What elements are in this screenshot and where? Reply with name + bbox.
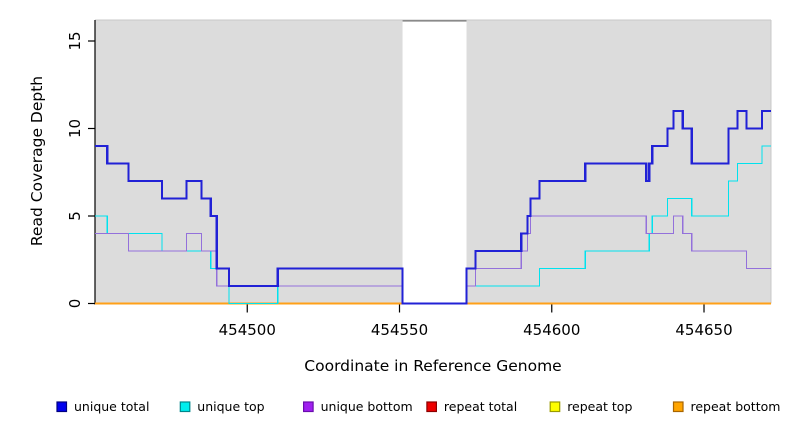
legend-swatch-unique-bottom [303, 401, 314, 413]
y-tick-label: 10 [66, 119, 84, 138]
legend-label-repeat-top: repeat top [567, 399, 632, 414]
legend: unique total unique top unique bottom repea… [56, 399, 781, 414]
legend-swatch-unique-total [56, 401, 68, 413]
series-line-unique-top [95, 145, 771, 305]
legend-swatch-repeat-top [549, 401, 561, 413]
legend-label-unique-total: unique total [74, 399, 149, 414]
legend-item-unique-bottom: unique bottom [303, 399, 413, 414]
legend-label-repeat-total: repeat total [444, 399, 517, 414]
legend-label-repeat-bottom: repeat bottom [691, 399, 781, 414]
legend-item-repeat-bottom: repeat bottom [672, 399, 781, 414]
y-tick-label: 5 [66, 211, 84, 221]
legend-swatch-repeat-total [426, 401, 437, 413]
x-axis-title: Coordinate in Reference Genome [304, 357, 561, 375]
legend-item-unique-total: unique total [56, 399, 149, 414]
legend-item-repeat-total: repeat total [426, 399, 517, 414]
legend-swatch-unique-top [179, 401, 191, 413]
y-tick-label: 15 [66, 31, 84, 50]
legend-item-unique-top: unique top [179, 399, 265, 414]
y-axis-title: Read Coverage Depth [28, 76, 46, 246]
x-tick-label: 454650 [675, 321, 732, 339]
x-tick-label: 454600 [523, 321, 580, 339]
series-line-unique-total [95, 109, 771, 305]
legend-label-unique-bottom: unique bottom [321, 399, 413, 414]
x-tick-label: 454550 [371, 321, 428, 339]
series-line-unique-bottom [95, 215, 771, 305]
legend-swatch-repeat-bottom [672, 401, 684, 413]
legend-item-repeat-top: repeat top [549, 399, 632, 414]
x-tick-label: 454500 [219, 321, 276, 339]
gap-region [402, 20, 467, 304]
y-tick-label: 0 [66, 299, 84, 309]
legend-label-unique-top: unique top [197, 399, 264, 414]
